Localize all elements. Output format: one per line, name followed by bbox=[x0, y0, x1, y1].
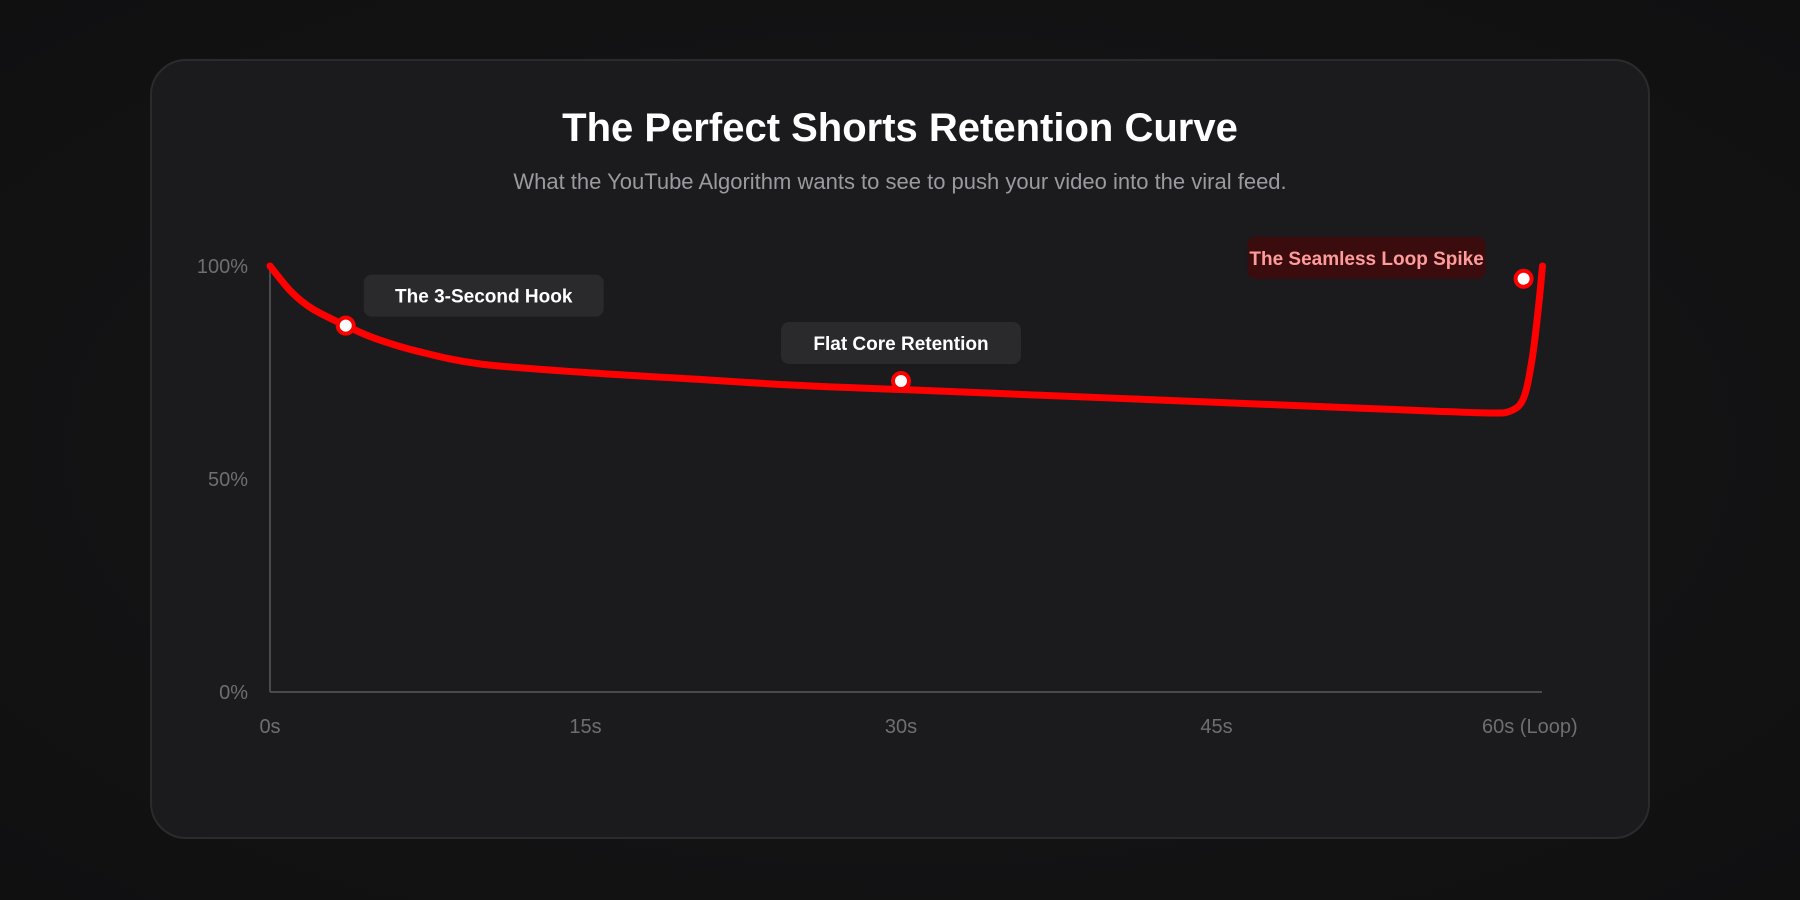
chart-title: The Perfect Shorts Retention Curve bbox=[562, 106, 1238, 150]
x-tick-label: 15s bbox=[569, 716, 601, 738]
x-tick-label: 0s bbox=[259, 716, 280, 738]
annotation-marker bbox=[891, 371, 911, 392]
annotation-label: The Seamless Loop Spike bbox=[1249, 249, 1483, 270]
y-tick-label: 100% bbox=[197, 256, 248, 278]
annotation-marker bbox=[335, 315, 356, 336]
x-tick-label: 60s (Loop) bbox=[1482, 716, 1578, 738]
annotation-label-bg bbox=[1247, 236, 1486, 279]
retention-line bbox=[266, 262, 1547, 417]
annotation-label-bg bbox=[363, 274, 604, 317]
x-tick-label: 30s bbox=[885, 716, 917, 738]
y-tick-label: 0% bbox=[219, 682, 248, 704]
annotation-label: Flat Core Retention bbox=[813, 334, 988, 355]
x-tick-label: 45s bbox=[1200, 716, 1232, 738]
chart-card: The Perfect Shorts Retention Curve What … bbox=[150, 59, 1650, 839]
chart-subtitle: What the YouTube Algorithm wants to see … bbox=[513, 169, 1287, 194]
annotation-label-bg bbox=[781, 322, 1021, 365]
y-tick-label: 50% bbox=[208, 469, 248, 491]
retention-chart: 0% 50% 100% 0s 15s 30s 45s 60s (Loop) The 3-Seco… bbox=[197, 236, 1578, 738]
annotation-label: The 3-Second Hook bbox=[395, 287, 573, 308]
annotation-marker bbox=[1513, 268, 1534, 289]
